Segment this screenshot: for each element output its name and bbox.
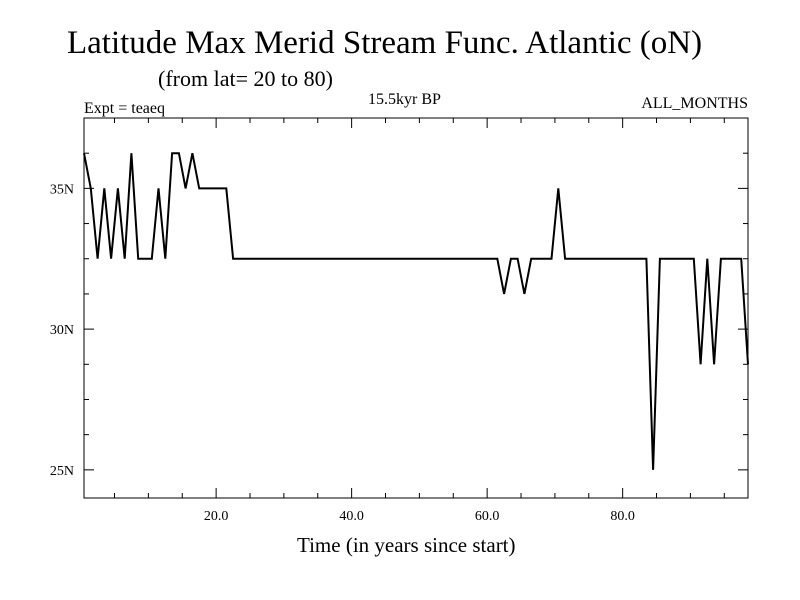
series-line <box>83 152 749 470</box>
y-tick-label: 35N <box>50 182 74 197</box>
months-label: ALL_MONTHS <box>641 95 748 112</box>
period-label: 15.5kyr BP <box>368 91 441 108</box>
chart-title: Latitude Max Merid Stream Func. Atlantic… <box>67 25 703 61</box>
y-tick-label: 30N <box>50 323 74 338</box>
x-tick-label: 60.0 <box>475 509 500 524</box>
y-tick-label: 25N <box>50 464 74 479</box>
x-tick-label: 40.0 <box>339 509 364 524</box>
chart-subtitle: (from lat= 20 to 80) <box>158 66 333 91</box>
axis-ticks <box>84 117 748 498</box>
experiment-label: Expt = teaeq <box>84 100 165 117</box>
plot-frame <box>83 117 749 499</box>
x-tick-label: 80.0 <box>610 509 635 524</box>
x-tick-label: 20.0 <box>204 509 229 524</box>
x-axis-label: Time (in years since start) <box>297 533 516 557</box>
tick-labels: 20.0 40.0 60.0 80.0 25N 30N 35N <box>50 182 635 524</box>
